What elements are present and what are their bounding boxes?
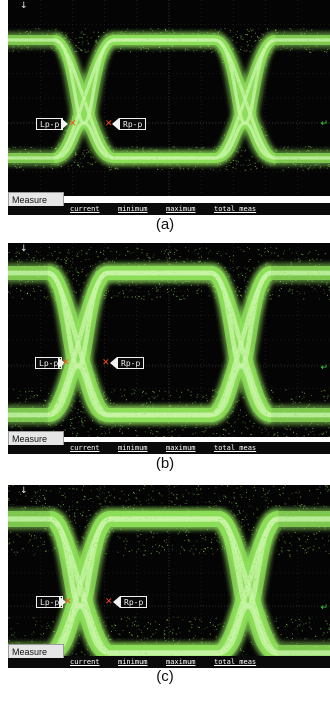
panel-c: ↓ ↵ Lp-p ✕ ✕ Rp-p Measure current minimu… xyxy=(0,480,330,720)
caption-a: (a) xyxy=(155,216,175,233)
column-current: current xyxy=(70,444,100,452)
caption-b: (b) xyxy=(155,455,175,472)
ground-marker-icon: ↵ xyxy=(320,363,328,373)
column-current: current xyxy=(70,658,100,666)
eye-diagram-b xyxy=(8,243,330,437)
right-marker-pointer xyxy=(110,357,117,369)
left-marker-pointer xyxy=(58,357,65,369)
scope-screen-c: ↓ ↵ xyxy=(8,485,330,661)
trigger-arrow-icon: ↓ xyxy=(20,486,28,496)
measure-tab[interactable]: Measure xyxy=(8,431,64,445)
measure-bar xyxy=(8,203,330,215)
column-minimum: minimum xyxy=(118,444,148,452)
scope-screen-b: ↓ ↵ xyxy=(8,243,330,437)
right-marker-pointer xyxy=(112,118,119,130)
eye-diagram-c xyxy=(8,485,330,661)
measure-bar xyxy=(8,656,330,668)
measure-bar xyxy=(8,442,330,454)
right-marker-label: Rp-p xyxy=(117,357,145,369)
column-current: current xyxy=(70,205,100,213)
ground-marker-icon: ↵ xyxy=(320,119,328,129)
column-minimum: minimum xyxy=(118,205,148,213)
ground-marker-icon: ↵ xyxy=(320,603,328,613)
scope-screen-a: ↓ ↵ xyxy=(8,0,330,196)
column-maximum: maximum xyxy=(166,444,196,452)
left-marker-label: Lp-p xyxy=(36,118,64,130)
left-crossing-marker: ✕ xyxy=(69,119,77,129)
column-total-meas: total meas xyxy=(214,658,257,666)
column-maximum: maximum xyxy=(166,205,196,213)
left-crossing-marker: ✕ xyxy=(64,597,72,607)
right-marker-label: Rp-p xyxy=(120,596,148,608)
eye-diagram-a xyxy=(8,0,330,196)
right-crossing-marker: ✕ xyxy=(105,119,113,129)
right-crossing-marker: ✕ xyxy=(102,358,110,368)
measure-tab[interactable]: Measure xyxy=(8,192,64,206)
measure-tab[interactable]: Measure xyxy=(8,644,64,658)
panel-b: ↓ ↵ Lp-p ✕ ✕ Rp-p Measure current minimu… xyxy=(0,240,330,480)
left-crossing-marker: ✕ xyxy=(62,358,70,368)
left-marker-pointer xyxy=(61,118,68,130)
right-crossing-marker: ✕ xyxy=(105,597,113,607)
column-minimum: minimum xyxy=(118,658,148,666)
trigger-arrow-icon: ↓ xyxy=(20,244,28,254)
trigger-arrow-icon: ↓ xyxy=(20,1,28,11)
right-marker-label: Rp-p xyxy=(119,118,147,130)
column-total-meas: total meas xyxy=(214,205,257,213)
column-total-meas: total meas xyxy=(214,444,257,452)
left-marker-pointer xyxy=(59,596,66,608)
panel-a: ↓ ↵ Lp-p ✕ ✕ Rp-p Measure current minimu… xyxy=(0,0,330,240)
right-marker-pointer xyxy=(113,596,120,608)
column-maximum: maximum xyxy=(166,658,196,666)
caption-c: (c) xyxy=(156,668,174,685)
